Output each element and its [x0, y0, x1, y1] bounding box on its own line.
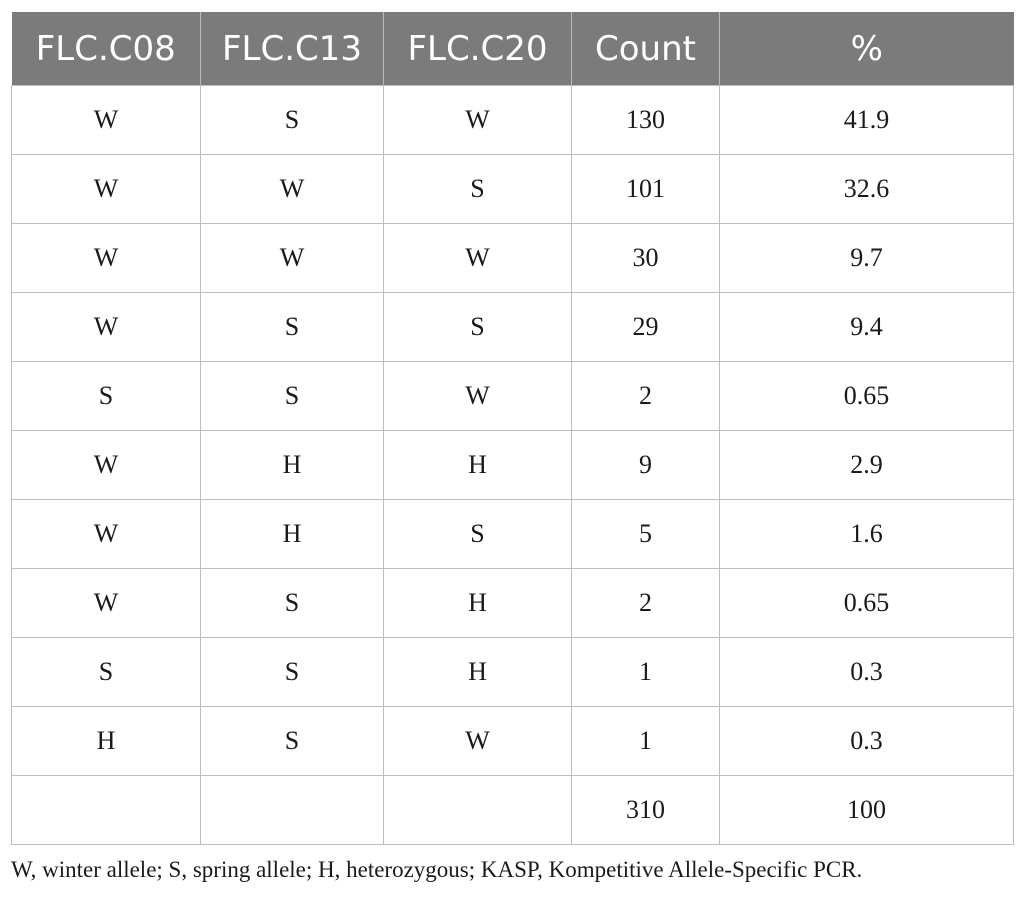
table-row: W S S 29 9.4: [11, 292, 1014, 362]
flc-c13-cell: S: [200, 361, 384, 431]
flc-c20-cell: S: [383, 499, 572, 569]
flc-c20-cell: W: [383, 361, 572, 431]
genotype-table: FLC.C08 FLC.C13 FLC.C20 Count % W S W 130 41…: [11, 12, 1014, 845]
flc-c20-cell: W: [383, 706, 572, 776]
flc-c20-cell: W: [383, 85, 572, 155]
table-row: W S W 130 41.9: [11, 85, 1014, 155]
percent-cell: 41.9: [719, 85, 1014, 155]
flc-c13-cell: S: [200, 637, 384, 707]
count-cell: 9: [571, 430, 720, 500]
count-cell: 30: [571, 223, 720, 293]
flc-c13-cell: H: [200, 430, 384, 500]
percent-cell: 0.3: [719, 706, 1014, 776]
count-cell: 29: [571, 292, 720, 362]
table-row: W H H 9 2.9: [11, 430, 1014, 500]
column-header-flc-c20: FLC.C20: [383, 12, 572, 86]
flc-c08-cell: W: [11, 223, 201, 293]
flc-c20-cell: W: [383, 223, 572, 293]
flc-c20-cell: H: [383, 637, 572, 707]
count-cell: 310: [571, 775, 720, 845]
flc-c13-cell: S: [200, 568, 384, 638]
column-header-percent: %: [719, 12, 1014, 86]
flc-c08-cell: [11, 775, 201, 845]
flc-c13-cell: S: [200, 292, 384, 362]
percent-cell: 0.3: [719, 637, 1014, 707]
percent-cell: 100: [719, 775, 1014, 845]
genotype-table-container: FLC.C08 FLC.C13 FLC.C20 Count % W S W 130 41…: [11, 12, 1014, 845]
count-cell: 130: [571, 85, 720, 155]
table-body: W S W 130 41.9 W W S 101 32.6 W W W 30 9.7 W S S 29 9.4 S S W 2…: [11, 85, 1014, 845]
table-footnote: W, winter allele; S, spring allele; H, h…: [11, 857, 863, 882]
flc-c20-cell: [383, 775, 572, 845]
count-cell: 2: [571, 361, 720, 431]
flc-c08-cell: W: [11, 154, 201, 224]
flc-c20-cell: H: [383, 568, 572, 638]
count-cell: 5: [571, 499, 720, 569]
percent-cell: 2.9: [719, 430, 1014, 500]
percent-cell: 9.4: [719, 292, 1014, 362]
column-header-flc-c13: FLC.C13: [200, 12, 384, 86]
flc-c13-cell: W: [200, 154, 384, 224]
table-row: W S H 2 0.65: [11, 568, 1014, 638]
flc-c20-cell: S: [383, 292, 572, 362]
table-row: W H S 5 1.6: [11, 499, 1014, 569]
table-header-row: FLC.C08 FLC.C13 FLC.C20 Count %: [11, 12, 1014, 86]
flc-c08-cell: S: [11, 637, 201, 707]
flc-c08-cell: S: [11, 361, 201, 431]
flc-c08-cell: W: [11, 499, 201, 569]
flc-c08-cell: W: [11, 85, 201, 155]
count-cell: 101: [571, 154, 720, 224]
flc-c20-cell: H: [383, 430, 572, 500]
count-cell: 2: [571, 568, 720, 638]
flc-c08-cell: H: [11, 706, 201, 776]
flc-c08-cell: W: [11, 430, 201, 500]
count-cell: 1: [571, 706, 720, 776]
flc-c08-cell: W: [11, 568, 201, 638]
table-row: 310 100: [11, 775, 1014, 845]
percent-cell: 32.6: [719, 154, 1014, 224]
column-header-count: Count: [571, 12, 720, 86]
percent-cell: 9.7: [719, 223, 1014, 293]
percent-cell: 0.65: [719, 568, 1014, 638]
flc-c08-cell: W: [11, 292, 201, 362]
count-cell: 1: [571, 637, 720, 707]
flc-c13-cell: W: [200, 223, 384, 293]
column-header-flc-c08: FLC.C08: [11, 12, 201, 86]
table-row: W W W 30 9.7: [11, 223, 1014, 293]
percent-cell: 0.65: [719, 361, 1014, 431]
flc-c13-cell: H: [200, 499, 384, 569]
flc-c13-cell: S: [200, 85, 384, 155]
table-row: S S W 2 0.65: [11, 361, 1014, 431]
table-row: S S H 1 0.3: [11, 637, 1014, 707]
flc-c20-cell: S: [383, 154, 572, 224]
table-row: H S W 1 0.3: [11, 706, 1014, 776]
percent-cell: 1.6: [719, 499, 1014, 569]
table-row: W W S 101 32.6: [11, 154, 1014, 224]
flc-c13-cell: S: [200, 706, 384, 776]
flc-c13-cell: [200, 775, 384, 845]
